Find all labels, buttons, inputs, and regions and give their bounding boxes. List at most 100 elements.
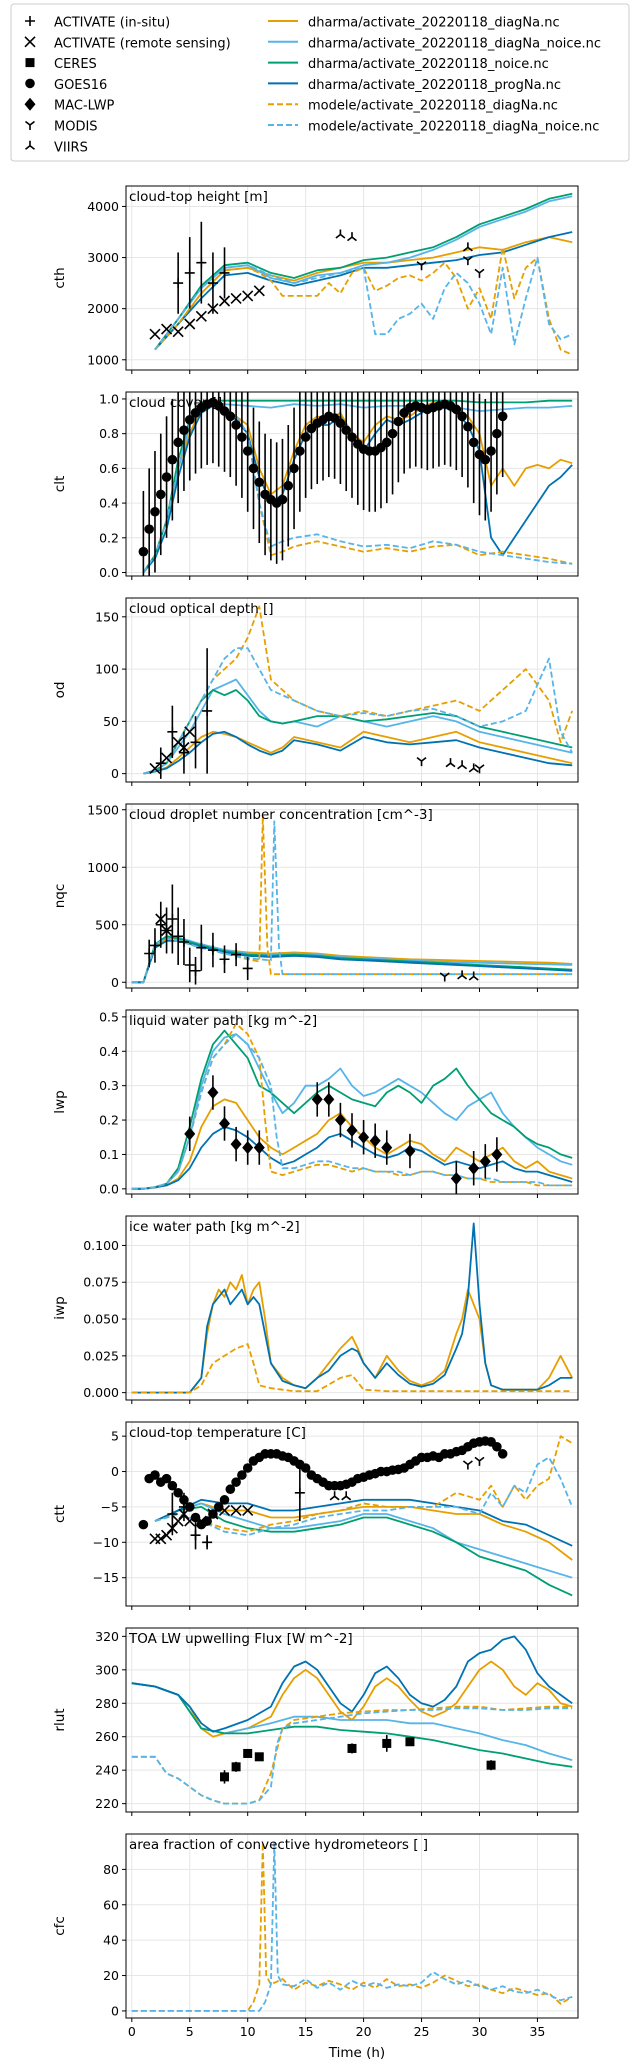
obs-diamond-point [369,1134,381,1148]
series-line-dharma_noice [131,1029,573,1190]
obs-circle-point [242,446,253,456]
obs-circle-point [283,480,294,491]
obs-circle-point [242,1463,253,1473]
obs-circle-point [486,446,496,456]
obs-tri_up-point [445,758,456,768]
panel-title: cloud-top height [m] [129,189,268,205]
obs-diamond-point [253,1141,265,1155]
obs-x-point [160,323,173,335]
y-tick-label: 80 [103,1862,119,1877]
panel-title: ice water path [kg m^-2] [129,1219,300,1235]
obs-tri_down-point [462,255,473,266]
observations [144,884,479,985]
obs-circle-point [480,454,491,465]
legend-right-column: dharma/activate_20220118_diagNa.ncdharma… [268,16,601,135]
axes-frame [125,185,579,371]
obs-circle-point [497,1449,508,1459]
obs-square-point [243,1748,253,1758]
series-group [131,1841,573,2012]
y-axis-label: clt [52,476,68,492]
obs-plus-point [196,942,207,953]
obs-circle-point [347,432,357,442]
panel-iwp: 0.000 0.025 0.050 0.075 0.100 iwp ice water pa… [52,1215,579,1404]
obs-x-point [155,913,167,925]
obs-diamond-point [323,1092,335,1106]
obs-diamond-point [468,1161,480,1175]
axes-frame [125,1009,579,1195]
obs-circle-point [184,1502,195,1512]
axes-frame [125,803,579,989]
obs-circle-point [138,546,149,557]
legend-label: dharma/activate_20220118_progNa.nc [308,78,561,93]
observations [184,1075,503,1194]
obs-square-point [231,1762,241,1772]
obs-plus-point [167,726,178,737]
y-tick-label: 0.5 [99,1009,119,1024]
y-tick-label: 0.2 [99,530,119,545]
obs-plus-point [184,960,195,970]
obs-plus-point [190,965,201,976]
y-tick-label: 500 [95,917,119,932]
series-line-dharma_diagNa [131,1660,573,1738]
series-line-modele_diagNa [131,1022,573,1190]
obs-circle-point [381,437,392,448]
obs-diamond-point [381,1141,393,1155]
obs-diamond-point [491,1147,503,1161]
series-group [131,1022,573,1190]
obs-circle-point [179,425,189,435]
y-axis-label: ctt [52,1505,68,1523]
panel-cfc: 0 20 40 60 80 0 5 10 15 20 25 30 35 cfc area fraction … [52,1833,579,2039]
obs-plus-point [155,758,166,769]
x-tick-label: 30 [472,2024,488,2039]
panel-title: cloud cover [] [129,395,222,411]
obs-plus-point [173,931,184,942]
obs-circle-point [150,506,160,517]
series-group [154,1435,574,1597]
legend-entry-circle: GOES16 [25,78,107,93]
series-line-modele_diagNa [131,1841,573,2012]
y-tick-label: 0.6 [99,461,119,476]
panel-title: cloud droplet number concentration [cm^-… [129,807,433,823]
obs-circle-point [492,1441,502,1452]
obs-circle-point [155,489,166,500]
legend-label: modele/activate_20220118_diagNa_noice.nc [308,120,599,135]
legend-entry-x: ACTIVATE (remote sensing) [24,36,231,51]
obs-square-point [220,1772,230,1782]
obs-diamond-point [184,1127,196,1141]
legend-label: GOES16 [54,78,107,93]
series-line-dharma_diagNa [131,1274,573,1394]
obs-circle-point [225,411,236,422]
square-marker [25,58,35,68]
y-tick-label: 280 [95,1696,119,1711]
y-tick-label: 0.075 [83,1275,119,1290]
panel-cth: 1000 2000 3000 4000 cth cloud-top height [m] [52,185,579,374]
obs-x-point [160,752,173,764]
obs-plus-point [202,1537,213,1548]
legend-entry-line: dharma/activate_20220118_noice.nc [268,57,549,72]
y-tick-label: 2000 [87,301,119,316]
legend-entry-square: CERES [25,57,97,72]
obs-circle-point [161,472,172,482]
obs-tri_down-point [416,756,427,767]
series-group [143,605,574,775]
obs-circle-point [173,437,183,448]
obs-tri_up-point [347,232,357,242]
obs-diamond-point [311,1092,323,1106]
series-line-dharma_progNa [143,730,573,775]
obs-square-point [486,1760,496,1770]
obs-square-point [405,1737,415,1747]
y-tick-label: 240 [95,1763,119,1778]
circle-marker [25,78,35,89]
obs-circle-point [254,477,265,488]
y-tick-label: 0 [111,1464,119,1479]
obs-plus-point [184,267,195,278]
grid [126,1216,578,1400]
obs-circle-point [231,420,241,430]
panel-clt: 0.0 0.2 0.4 0.6 0.8 1.0 clt cloud cover [] [52,391,579,580]
obs-tri_up-point [468,971,479,981]
legend: ACTIVATE (in-situ) ACTIVATE (remote sensi… [10,3,630,162]
y-tick-label: 0.025 [83,1348,119,1363]
y-tick-label: 220 [95,1796,119,1811]
obs-square-point [382,1738,392,1748]
